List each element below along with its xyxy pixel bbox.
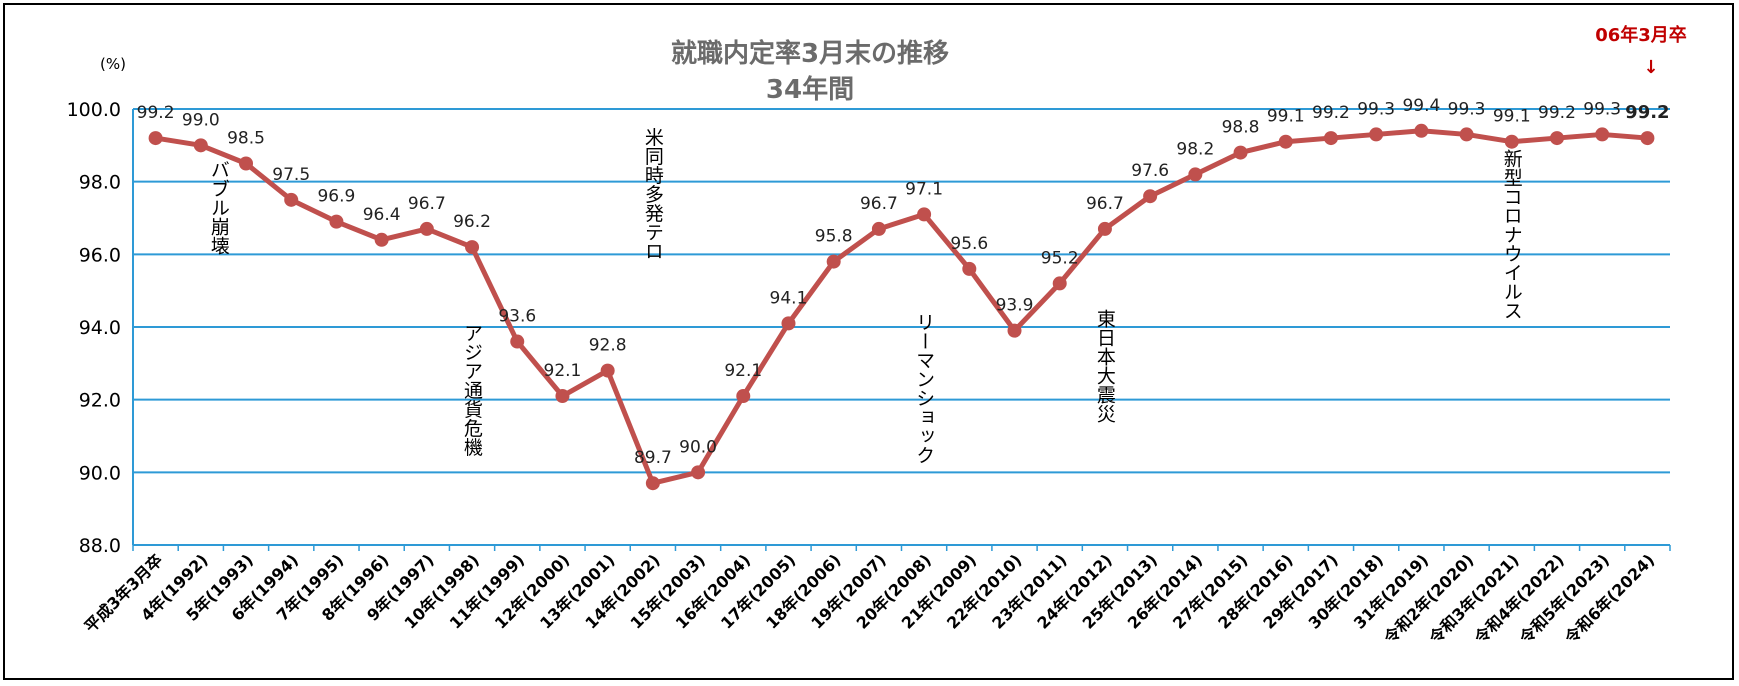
data-label: 99.2: [1625, 102, 1669, 123]
data-label: 99.1: [1493, 107, 1531, 127]
data-point: [871, 221, 886, 236]
data-label: 94.1: [770, 288, 808, 308]
latest-marker-arrow: ↓: [1643, 57, 1658, 78]
data-label: 95.2: [1041, 248, 1079, 268]
data-point: [826, 254, 841, 269]
event-annotation: 東日本大震災: [1094, 309, 1116, 423]
data-point: [555, 389, 570, 404]
data-point: [1052, 276, 1067, 291]
data-label: 98.5: [227, 129, 265, 149]
series-line: [155, 128, 1648, 486]
data-label: 99.4: [1402, 96, 1440, 116]
data-point: [645, 476, 660, 491]
data-label: 96.7: [860, 194, 898, 214]
y-tick-label: 96.0: [79, 244, 121, 266]
latest-marker-label: 06年3月卒: [1595, 24, 1687, 46]
data-point: [510, 334, 525, 349]
data-point: [1278, 134, 1293, 149]
event-annotation: 新型コロナウイルス: [1501, 149, 1523, 320]
data-point: [1143, 189, 1158, 204]
data-label: 93.6: [498, 307, 536, 327]
data-point: [239, 156, 254, 171]
data-label: 98.2: [1176, 139, 1214, 159]
data-point: [1504, 134, 1519, 149]
data-label: 95.6: [950, 234, 988, 254]
data-label: 92.1: [724, 361, 762, 381]
y-tick-label: 88.0: [79, 535, 121, 557]
y-tick-label: 100.0: [67, 99, 121, 121]
line-chart: 就職内定率3月末の推移 34年間 (%) 06年3月卒 ↓ 88.0 90.0 92…: [67, 24, 1687, 648]
data-label: 96.2: [453, 212, 491, 232]
data-label: 96.4: [363, 205, 401, 225]
data-label: 98.8: [1222, 118, 1260, 138]
data-point: [1640, 131, 1655, 146]
data-label: 95.8: [815, 227, 853, 247]
data-point: [419, 221, 434, 236]
data-label: 97.6: [1131, 161, 1169, 181]
data-point: [465, 240, 480, 255]
chart-title: 就職内定率3月末の推移: [671, 38, 949, 69]
data-label: 93.9: [996, 296, 1034, 316]
x-tick-label: 平成3年3月卒: [81, 550, 167, 636]
data-point: [1459, 127, 1474, 142]
chart-subtitle: 34年間: [766, 74, 854, 105]
data-point: [193, 138, 208, 153]
y-tick-label: 92.0: [79, 390, 121, 412]
data-label: 99.2: [1538, 103, 1576, 123]
data-point: [1549, 131, 1564, 146]
data-point: [736, 389, 751, 404]
data-point: [374, 232, 389, 247]
data-point: [284, 192, 299, 207]
data-label: 96.9: [317, 187, 355, 207]
data-point: [148, 131, 163, 146]
data-point: [1007, 323, 1022, 338]
data-point: [962, 261, 977, 276]
data-label: 92.1: [544, 361, 582, 381]
data-point: [1233, 145, 1248, 160]
data-point: [691, 465, 706, 480]
data-point: [1097, 221, 1112, 236]
data-point: [1369, 127, 1384, 142]
data-point: [917, 207, 932, 222]
data-label: 90.0: [679, 437, 717, 457]
data-label: 99.3: [1357, 99, 1395, 119]
y-tick-label: 98.0: [79, 172, 121, 194]
data-label: 96.7: [408, 194, 446, 214]
y-unit-label: (%): [100, 55, 126, 73]
data-point: [1595, 127, 1610, 142]
data-label: 89.7: [634, 448, 672, 468]
y-tick-label: 94.0: [79, 317, 121, 339]
data-point: [781, 316, 796, 331]
data-label: 99.2: [137, 103, 175, 123]
data-label: 99.3: [1583, 99, 1621, 119]
data-point: [600, 363, 615, 378]
event-annotation: 米同時多発テロ: [642, 127, 664, 260]
event-annotation: リーマンショック: [913, 312, 935, 464]
data-label: 92.8: [589, 336, 627, 356]
data-label: 99.1: [1267, 107, 1305, 127]
y-tick-label: 90.0: [79, 462, 121, 484]
data-label: 99.0: [182, 110, 220, 130]
data-point: [1188, 167, 1203, 182]
event-annotation: バブル崩壊: [208, 160, 230, 255]
data-label: 99.3: [1448, 99, 1486, 119]
data-point: [1414, 123, 1429, 138]
data-label: 99.2: [1312, 103, 1350, 123]
data-label: 96.7: [1086, 194, 1124, 214]
data-point: [329, 214, 344, 229]
event-annotation: アジア通貨危機: [461, 323, 483, 456]
data-label: 97.1: [905, 179, 943, 199]
chart-frame: 就職内定率3月末の推移 34年間 (%) 06年3月卒 ↓ 88.0 90.0 92…: [3, 3, 1734, 680]
data-label: 97.5: [272, 165, 310, 185]
data-point: [1323, 131, 1338, 146]
